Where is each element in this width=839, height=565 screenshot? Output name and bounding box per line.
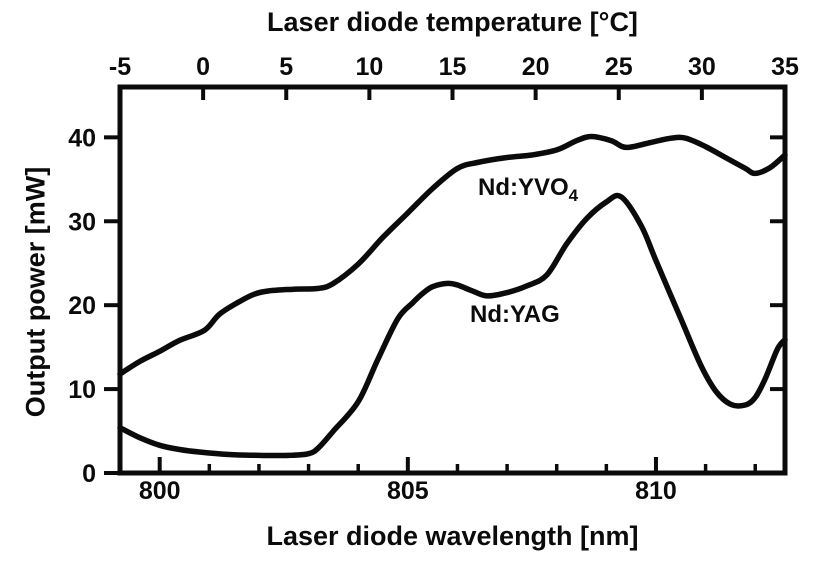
bottom-tick-label: 805	[387, 477, 429, 505]
series-label-nd-yvo4-text: Nd:YVO	[478, 174, 569, 201]
plot-frame	[117, 84, 788, 476]
top-tick-label: 35	[771, 53, 799, 81]
left-tick-label: 20	[68, 292, 96, 320]
curve-nd-yvo4	[117, 133, 788, 377]
series-label-nd-yag-text: Nd:YAG	[470, 301, 560, 328]
top-tick-label: 30	[688, 53, 716, 81]
top-tick-label: 20	[522, 53, 550, 81]
top-tick-label: 0	[196, 53, 210, 81]
top-tick-label: 10	[355, 53, 383, 81]
top-tick-label: 25	[605, 53, 633, 81]
left-tick-label: 0	[82, 460, 96, 488]
top-tick-label: 15	[439, 53, 467, 81]
left-tick-label: 10	[68, 376, 96, 404]
left-tick-label: 40	[68, 124, 96, 152]
series-label-nd-yvo4-subscript: 4	[568, 185, 579, 205]
top-tick-label: -5	[109, 53, 131, 81]
bottom-tick-label: 810	[635, 477, 677, 505]
bottom-axis-title: Laser diode wavelength [nm]	[266, 521, 639, 551]
curve-nd-yag	[117, 192, 788, 459]
left-tick-label: 30	[68, 208, 96, 236]
series-label-nd-yag: Nd:YAG	[470, 303, 560, 327]
top-axis-title: Laser diode temperature [°C]	[267, 7, 638, 37]
top-tick-label: 5	[279, 53, 293, 81]
bottom-tick-label: 800	[139, 477, 181, 505]
y-axis-title: Output power [mW]	[20, 166, 51, 418]
series-label-nd-yvo4: Nd:YVO4	[478, 174, 578, 204]
